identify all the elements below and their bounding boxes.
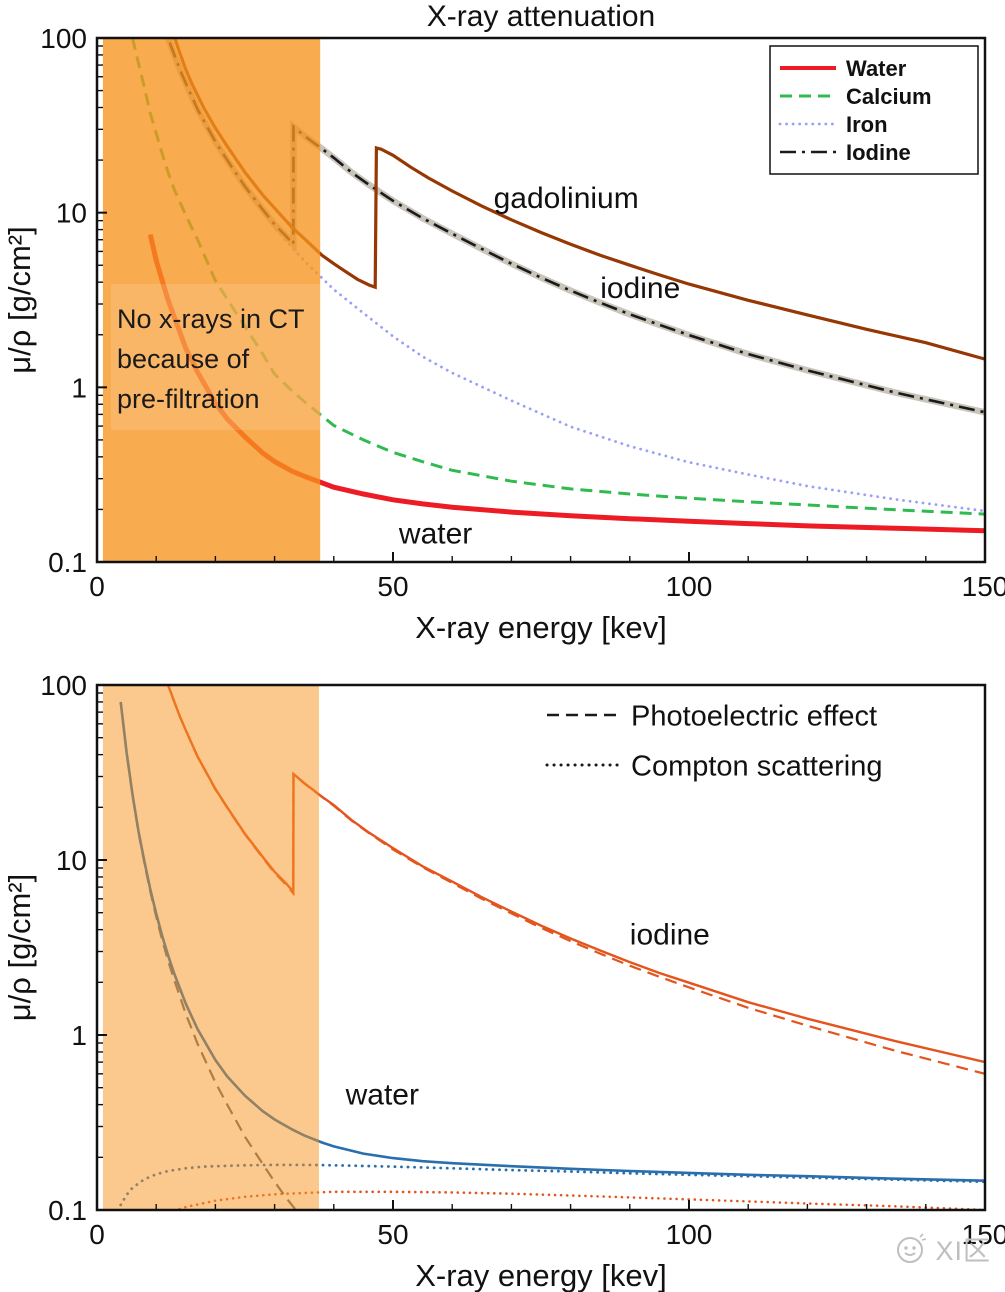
top-chart: No x-rays in CT because of pre-filtration 0… <box>2 0 1005 645</box>
curve-label-water: water <box>345 1079 419 1112</box>
plot-frame <box>95 36 987 564</box>
bottom-chart: 0 50 100 150 100 10 1 0.1 X-ray energy [kev] μ/ρ … <box>2 670 1005 1292</box>
y-tick-label: 100 <box>40 23 87 54</box>
y-tick-label: 100 <box>40 670 87 701</box>
plot-frame <box>95 683 987 1212</box>
y-axis-label: μ/ρ [g/cm²] <box>2 226 37 373</box>
x-tick-label: 0 <box>89 1219 105 1250</box>
legend-label: Compton scattering <box>631 750 882 782</box>
series-iodine-line <box>166 38 985 414</box>
watermark: XI区 <box>892 1229 991 1268</box>
watermark-text: XI区 <box>935 1236 991 1266</box>
legend-entry-iodine: Iodine <box>780 140 911 165</box>
x-tick-label: 0 <box>89 571 105 602</box>
legend-entry-compton-scattering: Compton scattering <box>545 750 882 782</box>
x-tick-label: 50 <box>377 571 408 602</box>
y-tick-label: 1 <box>71 372 87 403</box>
series-iodine-compton-line <box>173 1190 985 1210</box>
y-axis-label: μ/ρ [g/cm²] <box>2 874 37 1021</box>
chart-title: X-ray attenuation <box>427 0 655 33</box>
curve-label-water: water <box>398 517 472 550</box>
prefiltration-region <box>102 685 319 1210</box>
legend-entry-calcium: Calcium <box>780 84 932 109</box>
watermark-logo-icon <box>897 1232 927 1263</box>
prefiltration-note-line: because of <box>117 344 250 374</box>
prefiltration-note-line: pre-filtration <box>117 384 260 414</box>
prefiltration-region <box>102 38 321 562</box>
legend: Photoelectric effect Compton scattering <box>545 700 882 782</box>
legend-label: Water <box>846 56 907 81</box>
legend-label: Photoelectric effect <box>631 700 877 732</box>
y-tick-label: 0.1 <box>48 547 87 578</box>
x-axis-label: X-ray energy [kev] <box>415 1258 667 1292</box>
x-tick-label: 150 <box>962 1219 1005 1250</box>
x-tick-label: 100 <box>666 1219 713 1250</box>
prefiltration-note-line: No x-rays in CT <box>117 304 305 334</box>
legend: Water Calcium Iron Iodine <box>769 45 979 175</box>
legend-label: Iodine <box>846 140 911 165</box>
legend-entry-iron: Iron <box>778 112 888 137</box>
x-tick-label: 100 <box>666 571 713 602</box>
x-tick-label: 150 <box>962 571 1005 602</box>
y-tick-label: 10 <box>56 845 87 876</box>
curve-label-iodine: iodine <box>630 918 710 951</box>
prefiltration-note-backdrop <box>111 284 321 430</box>
x-tick-label: 50 <box>377 1219 408 1250</box>
y-tick-label: 1 <box>71 1020 87 1051</box>
x-axis-label: X-ray energy [kev] <box>415 610 667 645</box>
legend-label: Calcium <box>846 84 932 109</box>
curve-label-iodine: iodine <box>600 272 680 305</box>
curve-label-gadolinium: gadolinium <box>494 182 639 215</box>
y-tick-label: 0.1 <box>48 1195 87 1226</box>
legend-entry-water: Water <box>780 56 907 81</box>
y-tick-label: 10 <box>56 198 87 229</box>
legend-label: Iron <box>846 112 888 137</box>
legend-entry-photoelectric-effect: Photoelectric effect <box>547 700 877 732</box>
